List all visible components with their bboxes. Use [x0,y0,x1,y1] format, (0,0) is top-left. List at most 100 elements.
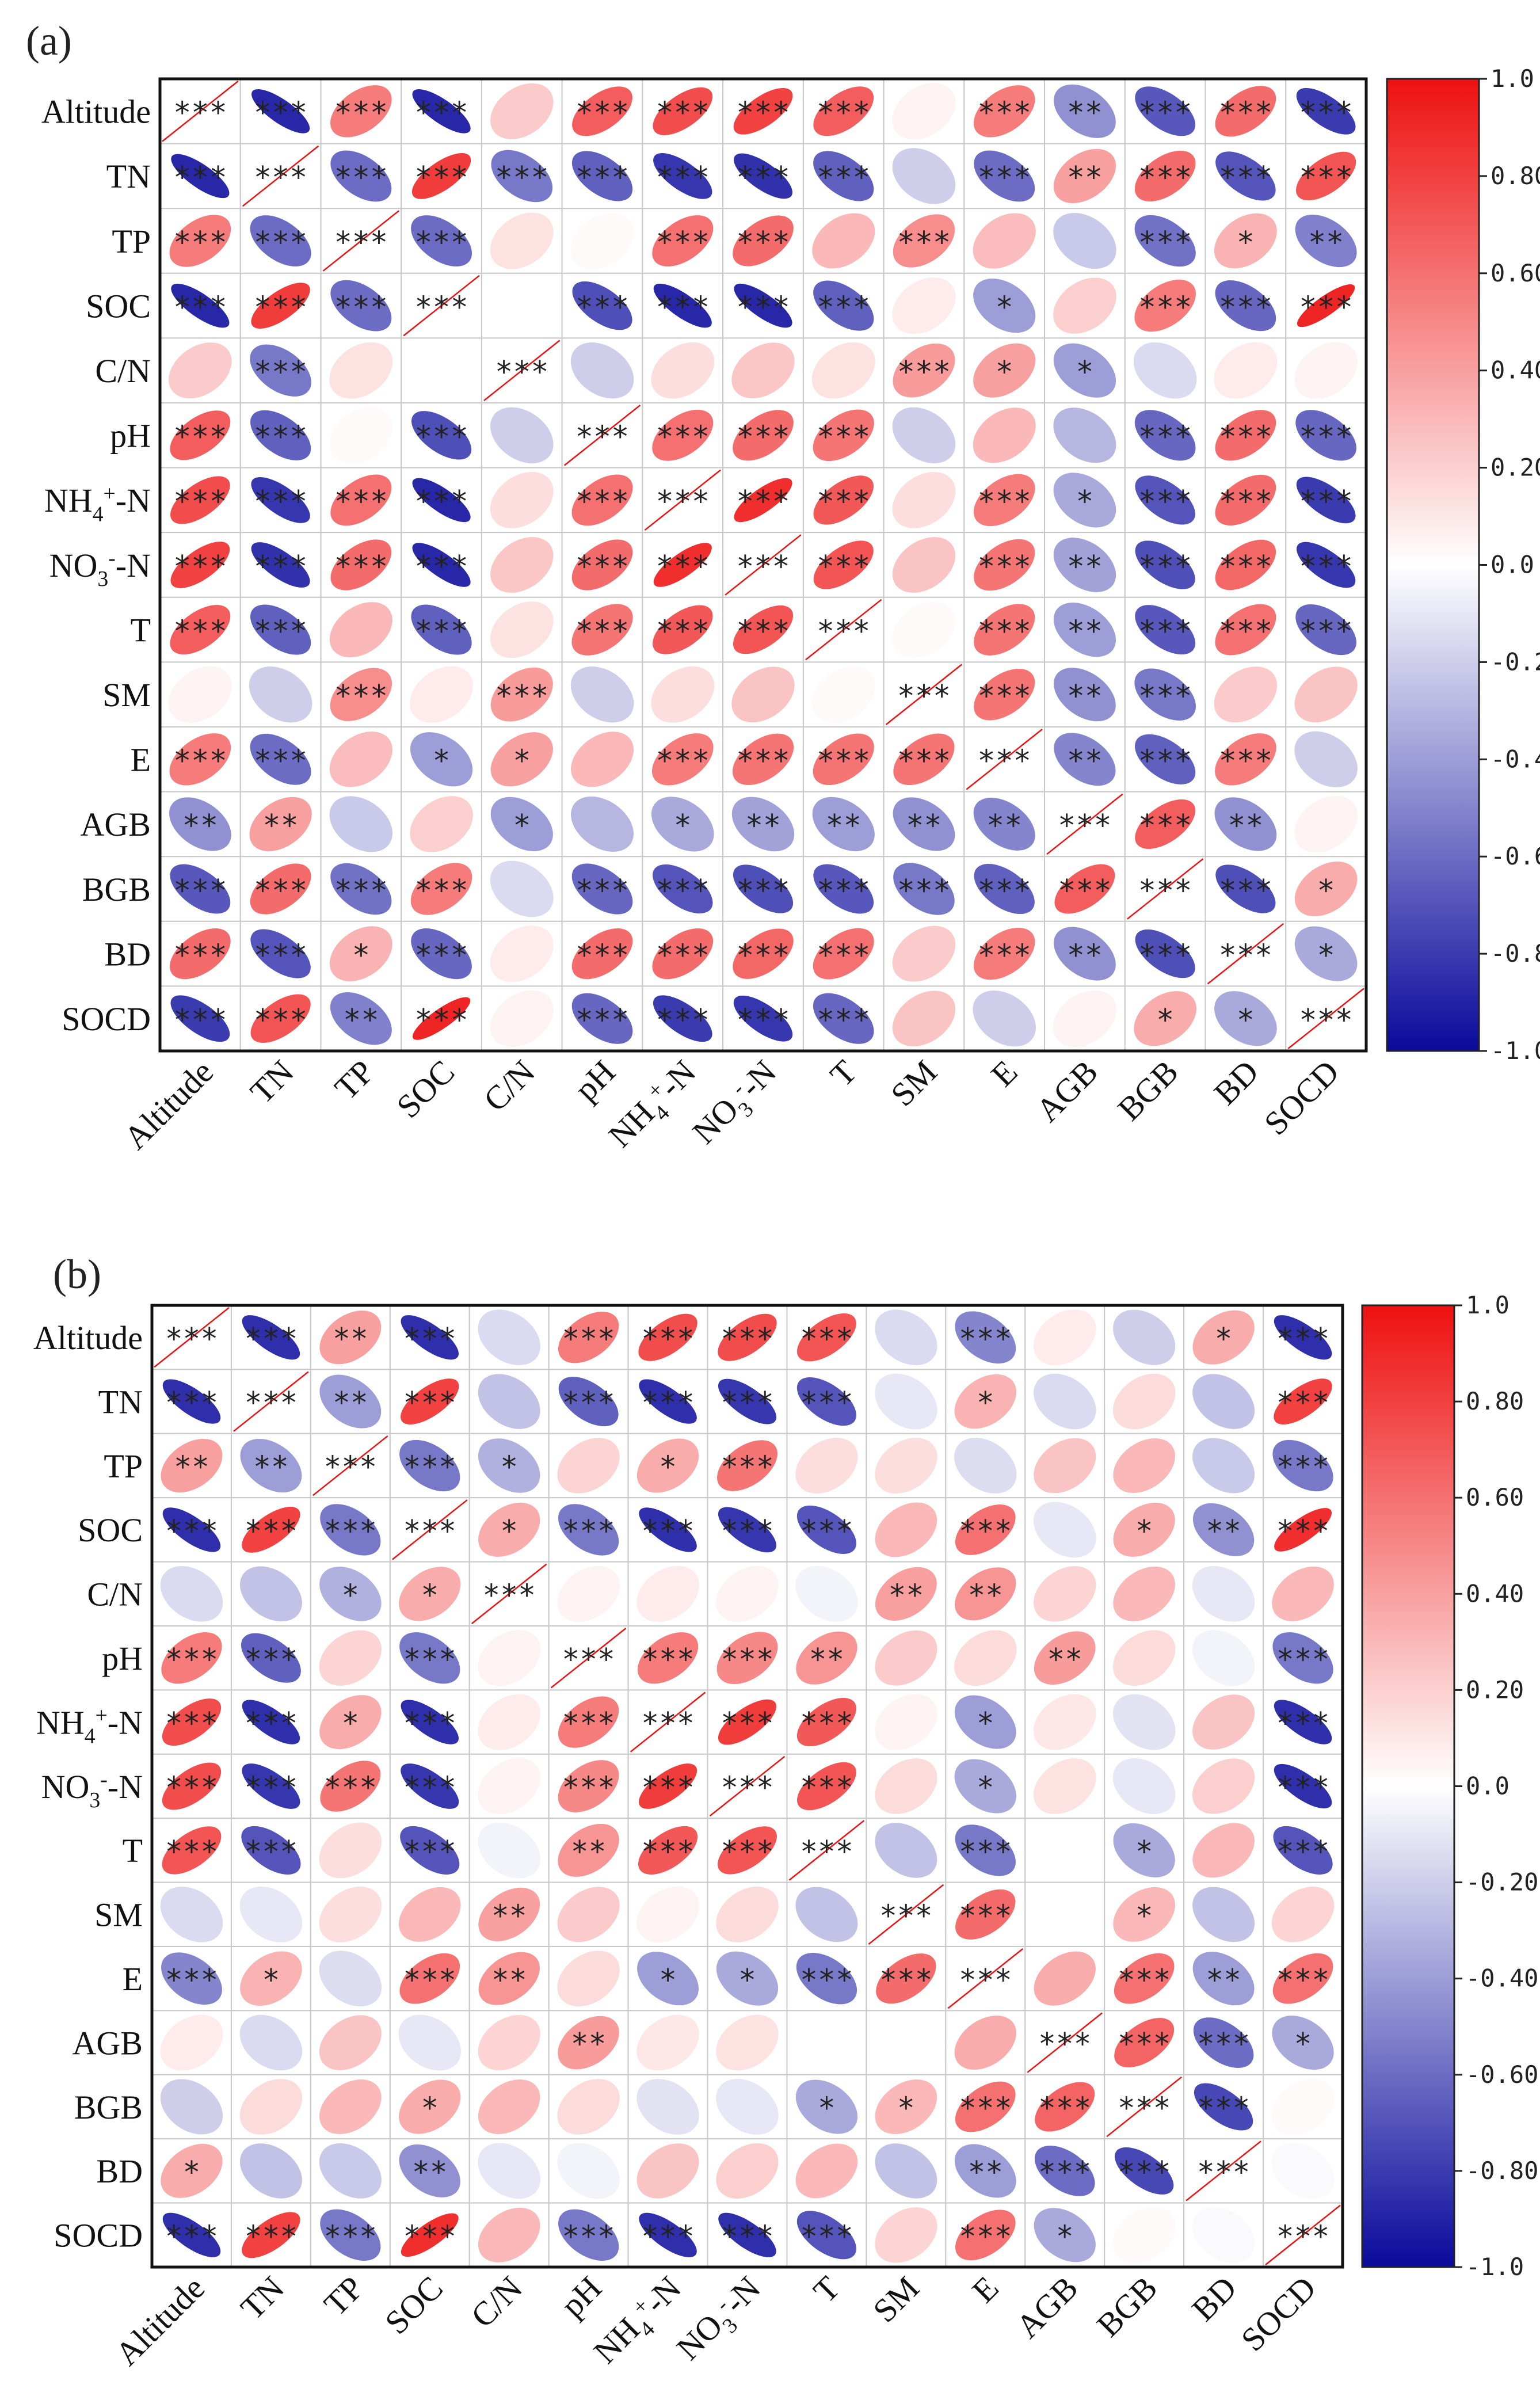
cell-nh4-n-t: *** [802,467,885,534]
cell-bgb-e: *** [963,856,1046,922]
cell-altitude-sm [883,78,965,144]
cell-altitude-nh4-n: *** [627,1305,708,1370]
correlation-ellipse [250,994,311,1043]
correlation-ellipse [954,1374,1017,1429]
cell-bgb-sm: *** [883,856,965,922]
cell-no3-n-agb: ** [1044,532,1126,598]
significance-label: *** [245,1706,298,1741]
cell-no3-n-sm [866,1753,947,1819]
significance-label: *** [800,1963,853,1998]
significance-label: ** [1206,1963,1241,1998]
cell-c-n-agb: * [1044,337,1126,404]
correlation-ellipse [570,666,634,723]
cell-sm-ph [548,1881,629,1948]
correlation-ellipse [653,87,713,135]
cell-bd-soc: ** [389,2138,470,2204]
label-sm: SM [102,676,151,714]
label-soc: SOC [378,2269,450,2341]
label-c-n: C/N [87,1576,143,1613]
cell-socd-tn: *** [239,985,322,1052]
correlation-ellipse [974,150,1035,202]
correlation-ellipse [251,477,310,523]
significance-label: ** [1308,226,1344,260]
significance-label: *** [1276,1835,1330,1869]
correlation-ellipse [718,2212,776,2257]
cell-tp-nh4-n: *** [642,208,724,274]
cell-ph-c-n [468,1625,550,1691]
significance-label: *** [656,161,710,195]
cell-ph-soc: *** [389,1625,470,1691]
cell-altitude-agb [1024,1305,1106,1370]
correlation-ellipse [1192,1823,1255,1878]
cell-e-soc: * [401,726,482,793]
cell-tp-e [945,1433,1026,1499]
cell-altitude-tp: *** [320,78,402,144]
significance-label: *** [736,874,790,908]
cell-tp-soc: *** [389,1433,470,1499]
label-agb: AGB [1009,2269,1085,2345]
cell-nh4-n-e: * [945,1689,1026,1755]
correlation-ellipse [250,604,311,655]
significance-label: *** [254,290,308,325]
significance-label: *** [414,161,468,195]
correlation-ellipse [478,2014,540,2071]
correlation-ellipse [892,925,956,982]
cell-soc-no3-n: *** [707,1497,788,1563]
cell-altitude-altitude: *** [151,1305,232,1370]
significance-label: *** [254,938,308,973]
correlation-ellipse [955,1311,1016,1364]
cell-bgb-socd: * [1285,856,1367,922]
cell-altitude-no3-n: *** [722,78,804,144]
correlation-ellipse [955,1567,1016,1621]
significance-label: ** [1047,1643,1082,1677]
significance-label: *** [1138,809,1192,843]
cell-soc-c-n: * [468,1497,550,1563]
correlation-ellipse [1192,1758,1255,1814]
cell-bgb-no3-n [707,2074,788,2140]
correlation-ellipse [1053,990,1116,1047]
cell-no3-n-tn: *** [239,532,322,598]
correlation-ellipse [718,1699,777,1745]
cell-e-ph [561,726,643,793]
cell-bd-tp [310,2138,391,2204]
cell-e-t: *** [802,726,885,793]
correlation-ellipse [558,1504,619,1556]
correlation-ellipse [1135,799,1196,849]
cell-no3-n-ph: *** [561,532,643,598]
diagonal-line [550,1628,627,1689]
cell-socd-sm [883,985,965,1052]
cell-bd-nh4-n [627,2138,708,2204]
cell-sm-ph [561,661,643,728]
label-socd: SOCD [54,2217,143,2254]
correlation-ellipse [411,604,472,655]
cell-bgb-t: *** [802,856,885,922]
label-bd: BD [104,935,151,973]
cell-soc-sm [866,1497,947,1563]
correlation-ellipse [973,474,1035,527]
correlation-ellipse [731,797,795,852]
cell-bgb-tn [230,2074,311,2140]
correlation-ellipse [170,864,231,914]
cell-agb-ph [561,791,643,858]
significance-label: *** [254,420,308,455]
cell-nh4-n-bd: *** [1204,467,1287,534]
correlation-ellipse [1194,2083,1253,2131]
colorbar-tick-label: 0.40 [1466,1579,1524,1608]
correlation-ellipse [875,2079,937,2134]
colorbar-tick-label: 0.60 [1491,259,1540,287]
significance-label: *** [324,2219,378,2254]
correlation-ellipse [973,991,1036,1047]
correlation-ellipse [651,342,715,399]
cell-tn-socd: *** [1285,143,1367,209]
cell-bgb-altitude: *** [159,856,241,922]
cell-c-n-t [802,337,885,404]
significance-label: *** [575,938,630,973]
cell-soc-c-n [481,272,563,339]
significance-label: * [513,744,531,779]
colorbar-tick-label: 0.80 [1491,162,1540,190]
cell-nh4-n-e: *** [963,467,1046,534]
cell-ph-socd: *** [1285,402,1367,468]
cell-altitude-bd: *** [1204,78,1287,144]
significance-label: ** [809,1643,845,1677]
correlation-ellipse [490,277,554,334]
